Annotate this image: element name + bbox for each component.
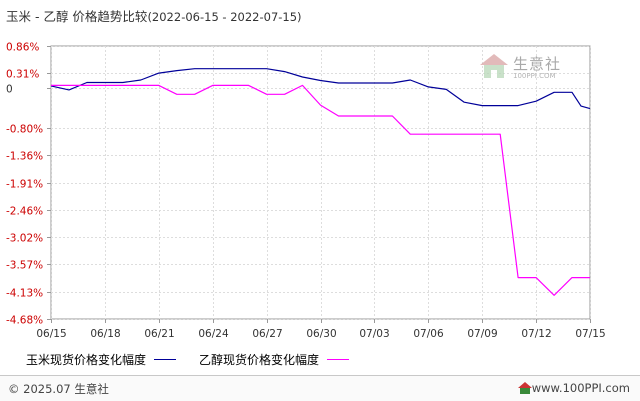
watermark-house-icon <box>480 54 508 78</box>
chart-title: 玉米 - 乙醇 价格趋势比较(2022-06-15 - 2022-07-15) <box>6 6 302 25</box>
y-tick-label: -3.02% <box>6 233 43 245</box>
legend-swatch-series-2 <box>327 359 350 360</box>
plot-border <box>50 45 591 320</box>
y-tick-label: 0.86% <box>6 42 39 54</box>
x-tick-label: 06/30 <box>306 328 336 340</box>
house-logo-icon <box>518 382 532 394</box>
y-tick-label: -3.57% <box>6 260 43 272</box>
watermark-name: 生意社 <box>513 55 562 73</box>
y-tick-label: 0 <box>6 84 13 96</box>
series-line-1 <box>50 68 591 110</box>
series-line-2 <box>51 84 590 296</box>
x-tick-label: 06/15 <box>36 328 66 340</box>
footer-url: www.100PPI.com <box>531 381 630 395</box>
y-tick-label: -0.80% <box>6 124 43 136</box>
legend-label-series-1: 玉米现货价格变化幅度 <box>26 353 147 367</box>
x-tick-label: 07/03 <box>359 328 389 340</box>
x-tick-label: 07/09 <box>467 328 497 340</box>
legend-label-series-2: 乙醇现货价格变化幅度 <box>199 353 320 367</box>
legend-item-series-2: 乙醇现货价格变化幅度 <box>199 351 350 368</box>
title-text: 玉米 - 乙醇 价格趋势比较 <box>6 9 148 24</box>
x-tick-label: 06/27 <box>252 328 282 340</box>
x-tick-label: 06/24 <box>198 328 229 340</box>
x-tick-label: 06/18 <box>90 328 120 340</box>
legend-item-series-1: 玉米现货价格变化幅度 <box>26 351 177 368</box>
footer-bar: © 2025.07 生意社 www.100PPI.com <box>0 375 640 401</box>
y-tick-label: -4.13% <box>6 288 43 300</box>
watermark-url: 100PPI.COM <box>513 72 556 80</box>
legend-swatch-series-1 <box>154 359 177 360</box>
footer-copyright: © 2025.07 生意社 <box>8 382 109 396</box>
y-tick-label: -1.91% <box>6 179 43 191</box>
x-tick-label: 07/06 <box>413 328 444 340</box>
title-date-range: (2022-06-15 - 2022-07-15) <box>147 10 302 24</box>
y-tick-label: -4.68% <box>6 315 43 327</box>
x-tick-label: 07/15 <box>575 328 605 340</box>
y-tick-label: 0.31% <box>6 69 39 81</box>
x-tick-label: 07/12 <box>521 328 551 340</box>
y-tick-label: -2.46% <box>6 206 43 218</box>
y-tick-label: -1.36% <box>6 151 43 163</box>
x-tick-label: 06/21 <box>144 328 174 340</box>
